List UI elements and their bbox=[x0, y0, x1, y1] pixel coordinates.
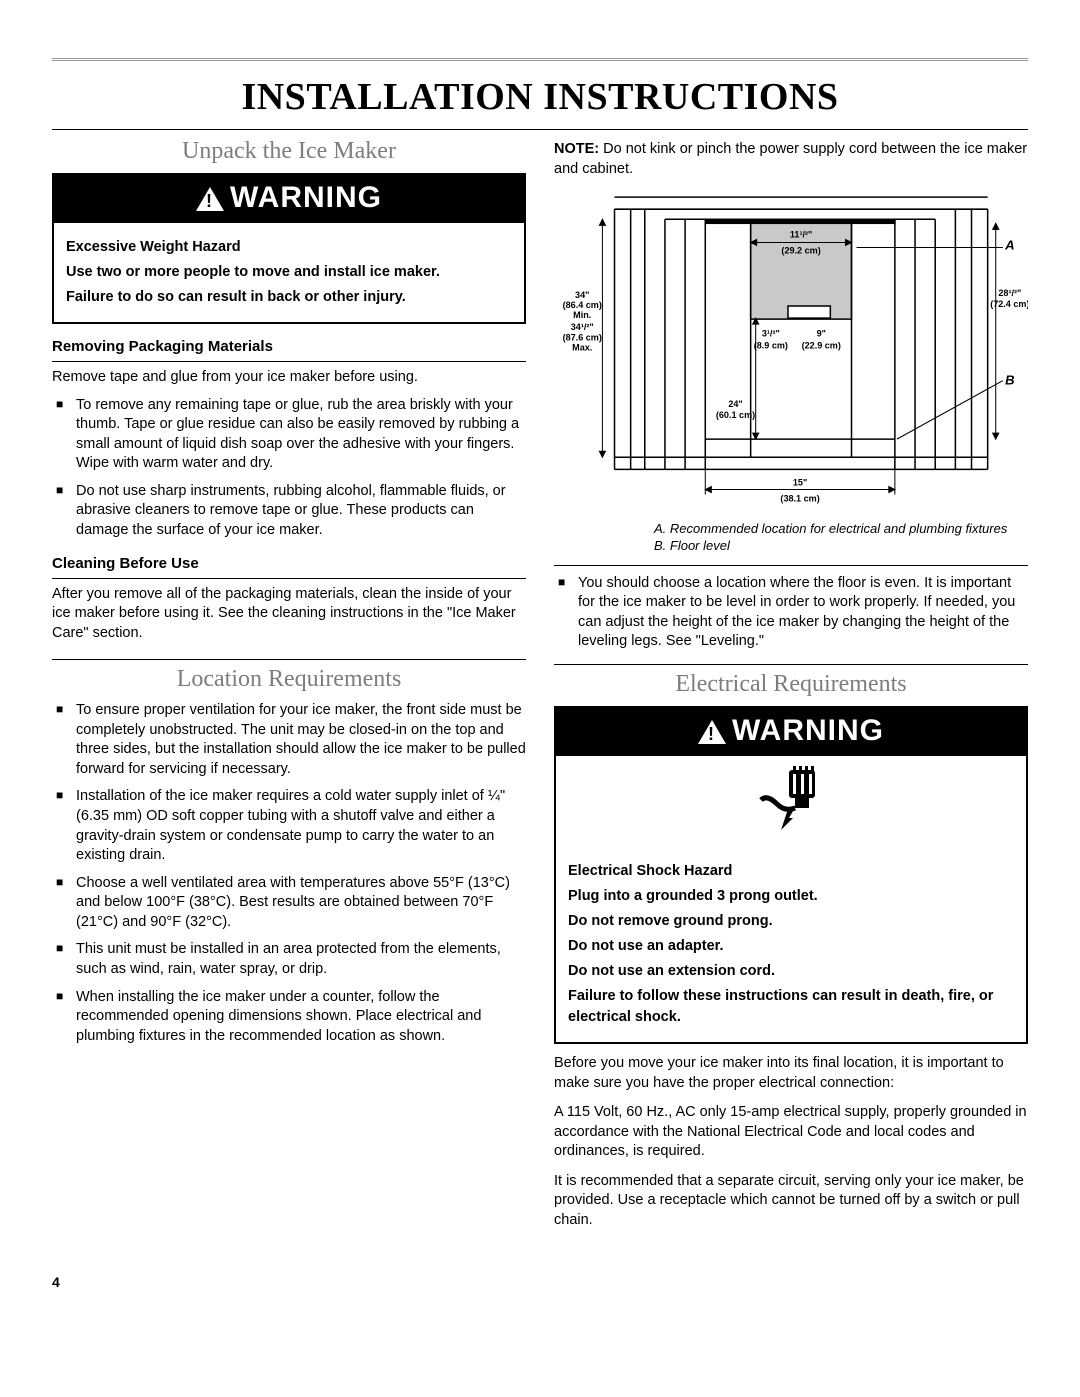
two-column-layout: Unpack the Ice Maker WARNING Excessive W… bbox=[52, 136, 1028, 1234]
para: A 115 Volt, 60 Hz., AC only 15-amp elect… bbox=[554, 1103, 1028, 1162]
para: Before you move your ice maker into its … bbox=[554, 1054, 1028, 1093]
note-line: NOTE: Do not kink or pinch the power sup… bbox=[554, 140, 1028, 179]
para: It is recommended that a separate circui… bbox=[554, 1172, 1028, 1231]
list-item: Installation of the ice maker requires a… bbox=[52, 787, 526, 865]
warning-triangle-icon bbox=[698, 720, 726, 744]
page-title: INSTALLATION INSTRUCTIONS bbox=[52, 75, 1028, 119]
svg-text:A: A bbox=[1004, 238, 1014, 253]
list-item: When installing the ice maker under a co… bbox=[52, 988, 526, 1047]
warning-bar: WARNING bbox=[556, 708, 1026, 756]
electric-shock-icon bbox=[751, 764, 831, 834]
svg-text:(22.9 cm): (22.9 cm) bbox=[802, 340, 841, 350]
para: Remove tape and glue from your ice maker… bbox=[52, 368, 526, 388]
warning-box-electrical: WARNING bbox=[554, 706, 1028, 1044]
hazard-line: Use two or more people to move and insta… bbox=[66, 262, 512, 283]
warning-bar: WARNING bbox=[54, 175, 524, 223]
left-column: Unpack the Ice Maker WARNING Excessive W… bbox=[52, 136, 526, 1234]
hazard-line: Failure to do so can result in back or o… bbox=[66, 287, 512, 308]
hazard-title: Excessive Weight Hazard bbox=[66, 237, 512, 258]
bullet-list: You should choose a location where the f… bbox=[554, 574, 1028, 652]
caption-a: A. Recommended location for electrical a… bbox=[654, 521, 1028, 538]
hazard-line: Do not use an adapter. bbox=[568, 936, 1014, 957]
shock-icon-row bbox=[556, 756, 1026, 847]
page-number: 4 bbox=[52, 1274, 1028, 1290]
list-item: You should choose a location where the f… bbox=[554, 574, 1028, 652]
list-item: This unit must be installed in an area p… bbox=[52, 940, 526, 979]
svg-text:34": 34" bbox=[575, 290, 589, 300]
hazard-line: Do not remove ground prong. bbox=[568, 911, 1014, 932]
section-location: Location Requirements bbox=[52, 666, 526, 693]
para: After you remove all of the packaging ma… bbox=[52, 585, 526, 644]
svg-text:11¹/²": 11¹/²" bbox=[790, 230, 812, 240]
section-electrical: Electrical Requirements bbox=[554, 671, 1028, 698]
right-column: NOTE: Do not kink or pinch the power sup… bbox=[554, 136, 1028, 1234]
svg-text:(29.2 cm): (29.2 cm) bbox=[781, 246, 820, 256]
caption-b: B. Floor level bbox=[654, 538, 1028, 555]
warning-box-weight: WARNING Excessive Weight Hazard Use two … bbox=[52, 173, 526, 324]
section-unpack: Unpack the Ice Maker bbox=[52, 138, 526, 165]
svg-text:(86.4 cm): (86.4 cm) bbox=[563, 300, 602, 310]
cabinet-diagram-svg: 11¹/²" (29.2 cm) 34" (86.4 cm) Min. 34¹/… bbox=[554, 187, 1028, 510]
title-underline bbox=[52, 129, 1028, 130]
sub-rule bbox=[52, 361, 526, 362]
warning-word: WARNING bbox=[732, 714, 884, 748]
note-label: NOTE: bbox=[554, 141, 599, 157]
svg-text:15": 15" bbox=[793, 478, 807, 488]
svg-text:(8.9 cm): (8.9 cm) bbox=[754, 340, 788, 350]
installation-diagram: 11¹/²" (29.2 cm) 34" (86.4 cm) Min. 34¹/… bbox=[554, 187, 1028, 515]
hazard-title: Electrical Shock Hazard bbox=[568, 861, 1014, 882]
hazard-line: Plug into a grounded 3 prong outlet. bbox=[568, 886, 1014, 907]
svg-text:28¹/²": 28¹/²" bbox=[998, 288, 1021, 298]
list-item: To remove any remaining tape or glue, ru… bbox=[52, 396, 526, 474]
svg-text:Max.: Max. bbox=[572, 343, 592, 353]
svg-text:24": 24" bbox=[728, 399, 742, 409]
diagram-caption: A. Recommended location for electrical a… bbox=[554, 517, 1028, 559]
list-item: Choose a well ventilated area with tempe… bbox=[52, 874, 526, 933]
hazard-line: Failure to follow these instructions can… bbox=[568, 986, 1014, 1028]
svg-text:(87.6 cm): (87.6 cm) bbox=[563, 332, 602, 342]
svg-text:34¹/²": 34¹/²" bbox=[571, 322, 594, 332]
svg-text:Min.: Min. bbox=[573, 310, 591, 320]
sub-rule bbox=[554, 565, 1028, 566]
warning-body: Electrical Shock Hazard Plug into a grou… bbox=[556, 847, 1026, 1042]
subhead-cleaning: Cleaning Before Use bbox=[52, 555, 526, 572]
hazard-line: Do not use an extension cord. bbox=[568, 961, 1014, 982]
svg-text:(60.1 cm): (60.1 cm) bbox=[716, 410, 755, 420]
svg-text:(38.1 cm): (38.1 cm) bbox=[780, 494, 819, 504]
list-item: To ensure proper ventilation for your ic… bbox=[52, 701, 526, 779]
subhead-removing: Removing Packaging Materials bbox=[52, 338, 526, 355]
bullet-list: To remove any remaining tape or glue, ru… bbox=[52, 396, 526, 541]
section-divider bbox=[52, 659, 526, 660]
list-item: Do not use sharp instruments, rubbing al… bbox=[52, 482, 526, 541]
svg-text:3¹/²": 3¹/²" bbox=[762, 328, 780, 338]
top-rule bbox=[52, 58, 1028, 61]
bullet-list: To ensure proper ventilation for your ic… bbox=[52, 701, 526, 1046]
section-divider bbox=[554, 664, 1028, 665]
sub-rule bbox=[52, 578, 526, 579]
warning-body: Excessive Weight Hazard Use two or more … bbox=[54, 223, 524, 322]
note-text: Do not kink or pinch the power supply co… bbox=[554, 141, 1027, 177]
warning-triangle-icon bbox=[196, 187, 224, 211]
svg-text:9": 9" bbox=[817, 328, 826, 338]
warning-word: WARNING bbox=[230, 181, 382, 215]
svg-text:B: B bbox=[1005, 373, 1014, 388]
